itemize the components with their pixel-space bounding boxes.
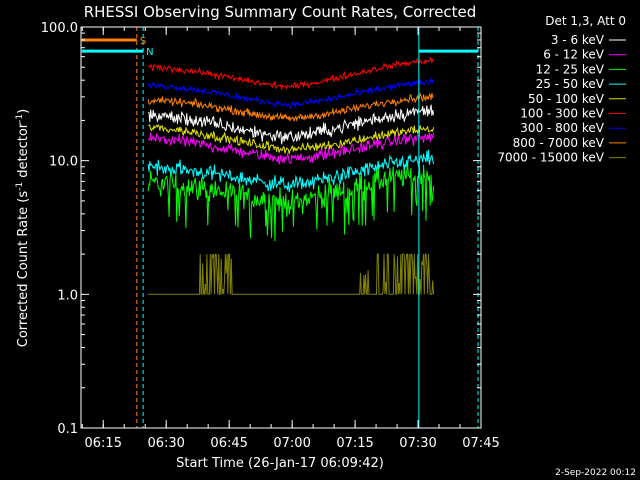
- series-line: [148, 253, 435, 295]
- x-tick-label: 06:15: [85, 436, 122, 451]
- series-line: [147, 149, 435, 193]
- plot-frame: [80, 26, 482, 429]
- x-tick-label: 07:00: [273, 436, 310, 451]
- legend-label: 7000 - 15000 keV: [497, 151, 604, 165]
- flag-label: S: [140, 36, 146, 47]
- legend-label: 6 - 12 keV: [543, 48, 605, 62]
- series-line: [147, 163, 435, 242]
- series-line: [148, 124, 435, 155]
- y-label-main: Corrected Count Rate (s: [16, 191, 31, 348]
- y-tick-label: 10.0: [49, 155, 78, 170]
- x-axis: 06:15 06:30 06:45 07:00 07:15 07:30 07:45: [81, 27, 500, 451]
- series-line: [147, 132, 435, 165]
- x-tick-label: 07:15: [336, 436, 373, 451]
- footer-date: 2-Sep-2022 00:12: [555, 468, 636, 478]
- y-label-mid: detector: [16, 122, 31, 182]
- y-label-sup2: -1: [15, 114, 25, 123]
- x-tick-label: 06:30: [147, 436, 184, 451]
- legend-label: 300 - 800 keV: [520, 121, 604, 135]
- x-tick-label: 07:45: [462, 436, 499, 451]
- y-axis: 0.1 1.0 10.0 100.0: [41, 21, 481, 437]
- y-label-sup1: -1: [15, 182, 25, 191]
- legend-label: 25 - 50 keV: [536, 77, 605, 91]
- legend-label: 100 - 300 keV: [520, 107, 604, 121]
- legend-label: 800 - 7000 keV: [513, 136, 605, 150]
- series-line: [147, 77, 435, 109]
- series-layer: [147, 56, 435, 295]
- y-axis-label: Corrected Count Rate (s-1 detector-1): [15, 109, 31, 347]
- y-label-end: ): [16, 109, 31, 114]
- x-tick-label: 06:45: [210, 436, 247, 451]
- y-tick-label: 1.0: [57, 288, 78, 303]
- legend-header: Det 1,3, Att 0: [545, 14, 626, 28]
- legend-label: 3 - 6 keV: [551, 33, 605, 47]
- series-line: [147, 104, 435, 145]
- x-tick-label: 07:30: [399, 436, 436, 451]
- series-line: [148, 56, 435, 90]
- legend-label: 50 - 100 keV: [528, 92, 605, 106]
- legend-label: 12 - 25 keV: [536, 62, 605, 76]
- x-axis-label: Start Time (26-Jan-17 06:09:42): [176, 456, 384, 471]
- series-line: [147, 92, 434, 122]
- event-layer: SN: [80, 27, 479, 428]
- y-tick-label: 100.0: [41, 21, 78, 36]
- flag-label: N: [146, 47, 153, 58]
- y-tick-label: 0.1: [57, 422, 78, 437]
- chart-title: RHESSI Observing Summary Count Rates, Co…: [84, 3, 477, 21]
